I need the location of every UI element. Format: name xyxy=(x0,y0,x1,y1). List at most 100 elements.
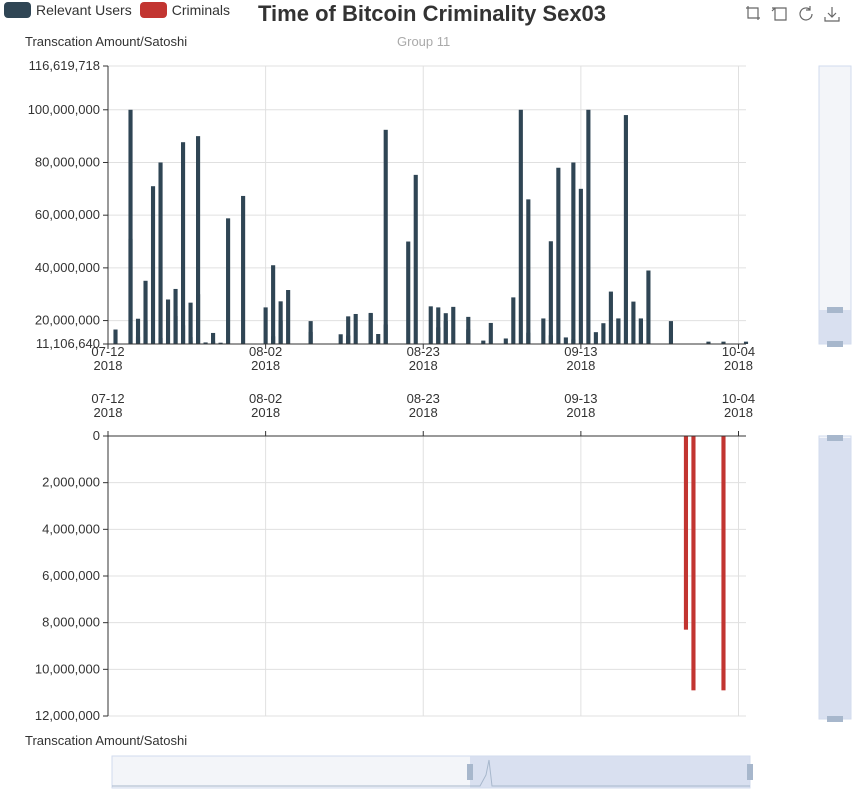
bottom-y-tick-label: 0 xyxy=(93,428,100,443)
bottom-bar xyxy=(683,436,689,630)
top-bar xyxy=(286,290,291,344)
top-bar xyxy=(278,301,283,344)
top-y-axis-name: Transcation Amount/Satoshi xyxy=(25,34,188,49)
zoom-reset-icon[interactable] xyxy=(771,5,789,23)
top-bar xyxy=(150,186,156,344)
top-bar xyxy=(180,142,186,344)
top-x-tick-year-label: 2018 xyxy=(94,358,123,373)
top-y-tick-label: 116,619,718 xyxy=(29,58,100,73)
top-bar xyxy=(143,320,148,344)
bottom-x-tick-label: 08-23 xyxy=(407,391,440,406)
top-x-tick-label: 07-12 xyxy=(91,344,124,359)
top-bar xyxy=(563,337,568,344)
bottom-x-tick-year-label: 2018 xyxy=(409,405,438,420)
top-bar xyxy=(180,325,186,344)
top-bar xyxy=(368,313,373,344)
top-bar xyxy=(188,302,193,344)
top-bar xyxy=(638,318,643,344)
top-y-tick-label: 80,000,000 xyxy=(35,154,100,169)
bottom-x-tick-year-label: 2018 xyxy=(251,405,280,420)
chart-title: Time of Bitcoin Criminality Sex03 xyxy=(258,1,607,26)
legend-swatch-criminals xyxy=(139,2,167,18)
top-bar xyxy=(466,316,471,344)
top-bar xyxy=(743,341,749,344)
top-x-tick-label: 08-02 xyxy=(249,344,282,359)
toolbox xyxy=(745,5,849,23)
y-zoom-slider-handle xyxy=(827,435,843,441)
top-bar xyxy=(158,337,163,344)
y-zoom-slider-track xyxy=(818,65,852,345)
restore-icon[interactable] xyxy=(797,5,815,23)
y-zoom-slider-window xyxy=(819,438,851,719)
bottom-x-tick-year-label: 2018 xyxy=(94,405,123,420)
top-bar xyxy=(616,318,621,344)
top-y-tick-label: 60,000,000 xyxy=(35,207,100,222)
top-y-tick-label: 100,000,000 xyxy=(28,102,100,117)
top-bar xyxy=(173,288,178,344)
top-bar xyxy=(436,307,441,344)
legend-item-relevant-users[interactable]: Relevant Users xyxy=(4,2,132,18)
bottom-x-tick-label: 09-13 xyxy=(564,391,597,406)
top-bar xyxy=(548,241,553,344)
top-bar xyxy=(271,265,276,344)
top-bar xyxy=(308,321,313,344)
zoom-select-icon[interactable] xyxy=(745,5,763,23)
top-bar xyxy=(346,316,351,344)
top-bar xyxy=(436,327,441,344)
top-bar xyxy=(128,109,133,344)
bottom-y-tick-label: 2,000,000 xyxy=(42,475,100,490)
top-x-tick-label: 10-04 xyxy=(722,344,755,359)
x-zoom-slider-handle xyxy=(467,764,473,780)
top-bar xyxy=(518,109,523,344)
top-x-tick-year-label: 2018 xyxy=(566,358,595,373)
legend-item-criminals[interactable]: Criminals xyxy=(139,2,231,18)
bottom-y-tick-label: 10,000,000 xyxy=(35,661,100,676)
top-bar xyxy=(428,306,433,344)
top-x-tick-year-label: 2018 xyxy=(724,358,753,373)
x-zoom-slider-handle xyxy=(747,764,753,780)
top-bar xyxy=(481,340,486,344)
bottom-x-tick-year-label: 2018 xyxy=(724,405,753,420)
top-x-tick-label: 09-13 xyxy=(564,344,597,359)
y-zoom-slider-handle xyxy=(827,341,843,347)
top-bar xyxy=(211,341,216,344)
top-bar xyxy=(623,115,628,344)
top-bar xyxy=(128,238,133,344)
y-zoom-slider-window xyxy=(819,310,851,344)
y-zoom-slider-handle xyxy=(827,307,843,313)
top-bar xyxy=(511,297,516,344)
bottom-bar xyxy=(721,436,726,691)
top-bar xyxy=(571,339,576,344)
top-y-tick-label: 20,000,000 xyxy=(35,313,100,328)
bottom-x-tick-label: 07-12 xyxy=(91,391,124,406)
top-bar xyxy=(188,341,193,344)
top-y-tick-label: 40,000,000 xyxy=(35,260,100,275)
save-image-icon[interactable] xyxy=(823,5,841,23)
legend-label-criminals: Criminals xyxy=(171,2,231,18)
top-bar xyxy=(338,334,343,344)
top-bar xyxy=(241,195,246,344)
top-bar xyxy=(488,322,493,344)
top-y-tick-label: 11,106,640 xyxy=(36,336,100,351)
bottom-x-tick-label: 10-04 xyxy=(722,391,755,406)
top-bar xyxy=(593,332,598,344)
bottom-x-tick-year-label: 2018 xyxy=(566,405,595,420)
top-bar xyxy=(413,174,418,344)
top-bar xyxy=(578,188,583,344)
top-bar xyxy=(165,299,171,344)
top-bar xyxy=(353,313,358,344)
top-bar xyxy=(196,136,201,344)
top-bar xyxy=(143,280,148,344)
bottom-y-tick-label: 4,000,000 xyxy=(42,521,100,536)
top-bar xyxy=(556,167,561,344)
top-bar xyxy=(503,338,508,344)
chart-subtitle: Group 11 xyxy=(397,34,451,49)
top-bar xyxy=(383,129,388,344)
top-bar xyxy=(158,162,163,344)
top-bar xyxy=(668,321,674,344)
x-zoom-slider-preview xyxy=(112,759,750,787)
top-bar xyxy=(608,291,613,344)
bottom-y-tick-label: 6,000,000 xyxy=(42,568,100,583)
legend-swatch-relevant-users xyxy=(4,2,31,18)
